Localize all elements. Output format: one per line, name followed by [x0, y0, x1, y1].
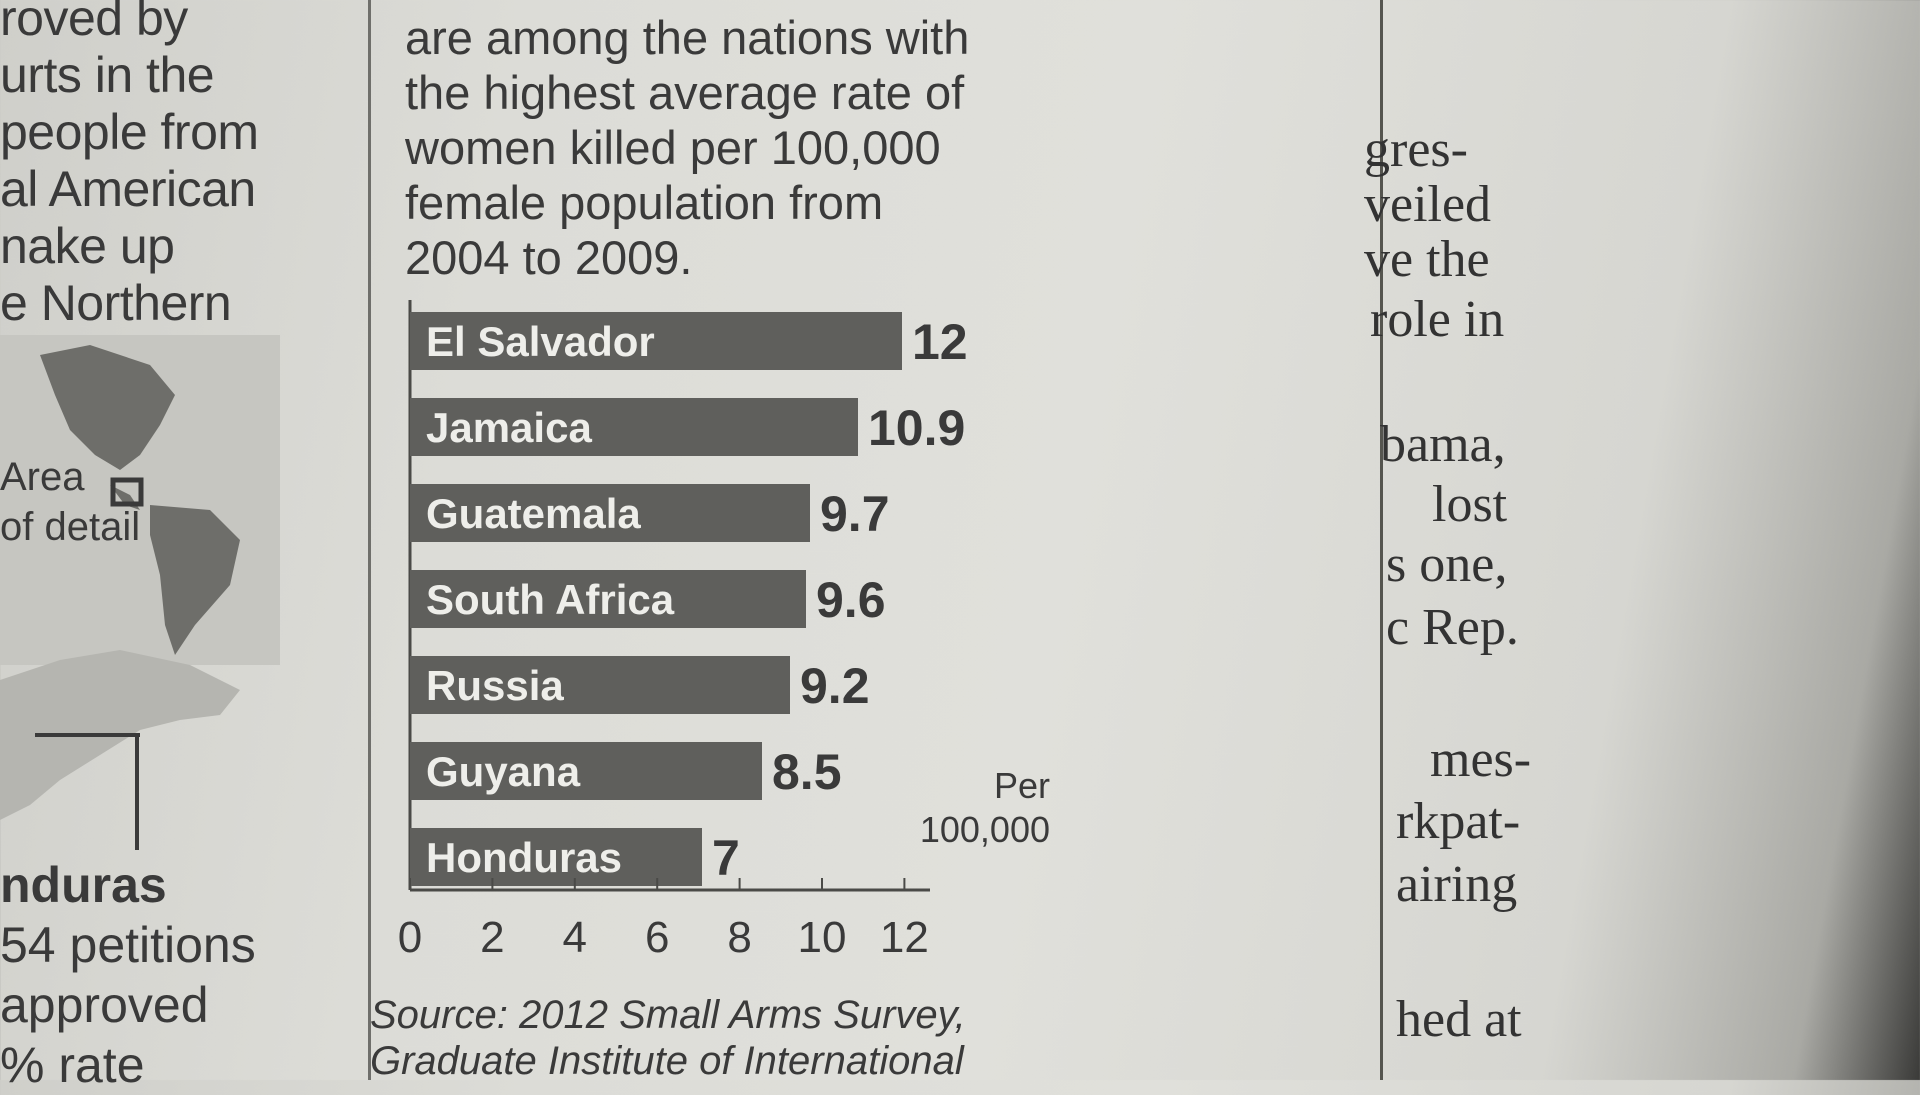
left-article-line: nake up	[0, 218, 175, 274]
right-article-line: airing	[1396, 856, 1518, 913]
americas-map-icon	[40, 345, 240, 655]
left-article-column: roved by urts in the people from al Amer…	[0, 0, 330, 332]
right-article-line: mes-	[1430, 731, 1532, 788]
unit-label-100000: 100,000	[920, 809, 1050, 850]
bar-category-label: Russia	[426, 662, 564, 709]
left-article-line: al American	[0, 161, 256, 217]
chart-intro-text: are among the nations with the highest a…	[405, 10, 1065, 285]
bar-honduras	[410, 828, 702, 886]
right-article-line: s one,	[1386, 536, 1508, 593]
left-bottom-line: 54 petitions	[0, 917, 256, 973]
source-line: Source: 2012 Small Arms Survey,	[370, 993, 966, 1037]
x-tick-label: 2	[480, 913, 504, 962]
bar-south-africa	[410, 570, 806, 628]
map-label-detail: of detail	[0, 505, 141, 549]
left-article-line: people from	[0, 104, 259, 160]
right-article-line: ve the	[1364, 231, 1490, 288]
bar-category-label: South Africa	[426, 576, 675, 623]
x-tick-label: 0	[398, 913, 422, 962]
bar-value-label: 12	[912, 314, 968, 370]
left-bottom-line: nduras	[0, 857, 167, 913]
left-article-line: urts in the	[0, 47, 215, 103]
right-article-line: lost	[1432, 476, 1508, 533]
x-tick-label: 6	[645, 913, 669, 962]
bar-value-label: 9.7	[820, 486, 890, 542]
right-article-line: rkpat-	[1396, 793, 1521, 850]
right-article-line: bama,	[1380, 416, 1506, 473]
column-rule-right	[1380, 0, 1383, 1080]
intro-line: are among the nations with	[405, 11, 970, 64]
right-article-column: gres- veiled ve the role in bama, lost s…	[1360, 0, 1610, 1080]
left-article-line: roved by	[0, 0, 188, 46]
bar-russia	[410, 656, 790, 714]
bar-value-label: 8.5	[772, 744, 842, 800]
bar-guatemala	[410, 484, 810, 542]
bar-category-label: Honduras	[426, 834, 622, 881]
bar-category-label: Jamaica	[426, 404, 592, 451]
intro-line: 2004 to 2009.	[405, 231, 693, 284]
column-rule-left	[368, 0, 371, 1080]
source-line: Graduate Institute of International	[370, 1039, 964, 1083]
left-bottom-line: % rate	[0, 1037, 145, 1093]
left-article-line: e Northern	[0, 275, 232, 331]
intro-line: female population from	[405, 176, 884, 229]
bar-category-label: Guatemala	[426, 490, 641, 537]
bar-value-label: 7	[712, 830, 740, 886]
locator-map: Area of detail	[0, 335, 280, 665]
bar-jamaica	[410, 398, 858, 456]
honduras-detail-map	[0, 650, 240, 850]
bar-category-label: Guyana	[426, 748, 581, 795]
unit-label-per: Per	[994, 765, 1050, 806]
intro-line: the highest average rate of	[405, 66, 965, 119]
x-tick-label: 10	[798, 913, 847, 962]
right-article-line: c Rep.	[1386, 599, 1519, 656]
bar-category-label: El Salvador	[426, 318, 655, 365]
chart-source: Source: 2012 Small Arms Survey, Graduate…	[370, 992, 1050, 1084]
bar-value-label: 9.2	[800, 658, 870, 714]
x-tick-label: 12	[880, 913, 929, 962]
intro-line: women killed per 100,000	[405, 121, 941, 174]
right-article-line: hed at	[1396, 991, 1522, 1048]
right-article-line: gres-	[1364, 121, 1468, 178]
bar-el-salvador	[410, 312, 902, 370]
bar-value-label: 10.9	[868, 400, 965, 456]
right-article-line: veiled	[1364, 176, 1492, 233]
x-tick-label: 4	[563, 913, 587, 962]
left-bottom-line: approved	[0, 977, 209, 1033]
homicide-rate-bar-chart: El Salvador 12 Jamaica 10.9 Guatemala 9.7 Sout…	[398, 300, 1050, 962]
x-tick-label: 8	[727, 913, 751, 962]
map-label-area: Area	[0, 455, 85, 499]
bar-value-label: 9.6	[816, 572, 886, 628]
right-article-line: role in	[1370, 291, 1505, 348]
bar-guyana	[410, 742, 762, 800]
left-article-bottom: nduras 54 petitions approved % rate	[0, 855, 330, 1095]
